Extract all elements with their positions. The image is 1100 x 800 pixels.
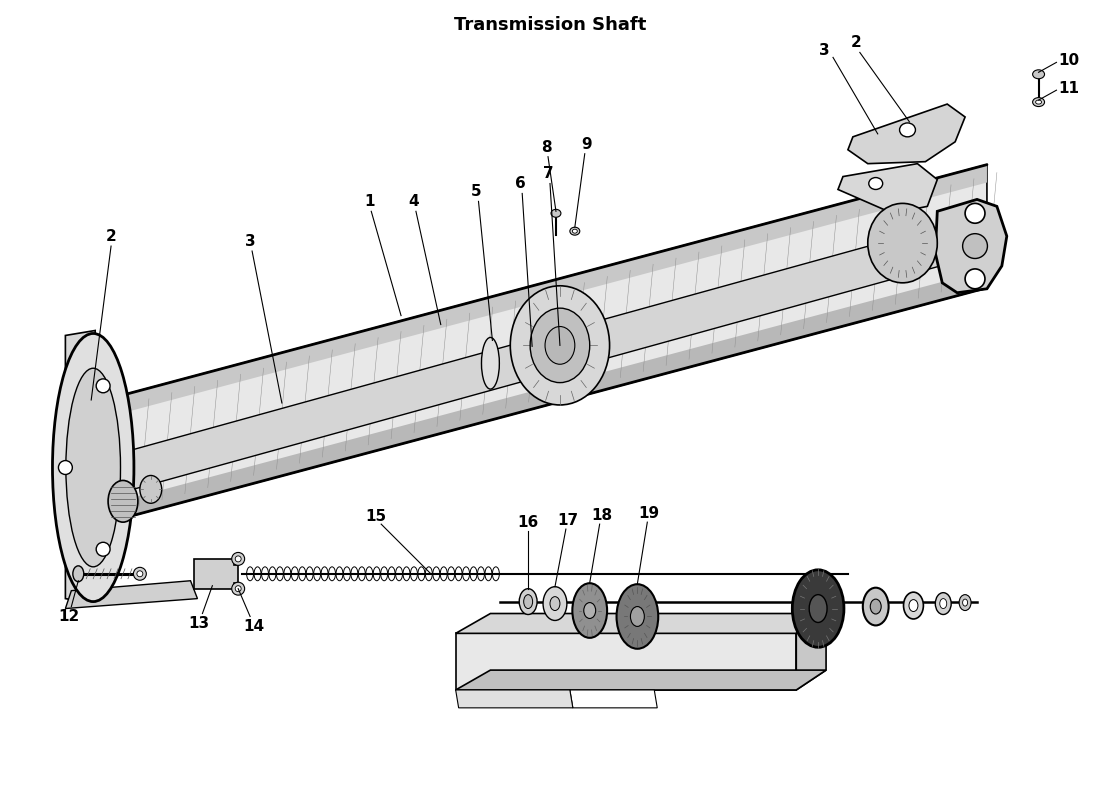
Ellipse shape (572, 229, 578, 233)
Ellipse shape (1035, 100, 1042, 104)
Ellipse shape (959, 594, 971, 610)
Polygon shape (455, 634, 796, 690)
Text: 14: 14 (243, 619, 265, 634)
Ellipse shape (53, 334, 134, 602)
Ellipse shape (524, 327, 537, 370)
Text: 8: 8 (541, 140, 551, 155)
Text: 3: 3 (245, 234, 255, 249)
Ellipse shape (96, 542, 110, 556)
Ellipse shape (530, 308, 590, 382)
Ellipse shape (544, 326, 575, 364)
Text: 2: 2 (106, 229, 117, 244)
Text: 6: 6 (515, 176, 526, 191)
Ellipse shape (1033, 70, 1045, 78)
Ellipse shape (909, 600, 917, 611)
Ellipse shape (630, 606, 645, 626)
Ellipse shape (510, 286, 609, 405)
Ellipse shape (939, 598, 947, 609)
Text: 5: 5 (471, 184, 482, 199)
Ellipse shape (133, 567, 146, 580)
Text: 19: 19 (639, 506, 660, 521)
Polygon shape (133, 214, 987, 490)
Polygon shape (935, 199, 1006, 293)
Ellipse shape (108, 481, 138, 522)
Ellipse shape (862, 588, 889, 626)
Text: 7: 7 (542, 166, 553, 181)
Ellipse shape (235, 586, 241, 592)
Text: 13: 13 (188, 616, 209, 631)
Ellipse shape (616, 584, 658, 649)
Text: 11: 11 (1058, 81, 1079, 96)
Ellipse shape (584, 602, 596, 618)
Ellipse shape (550, 597, 560, 610)
Ellipse shape (965, 269, 985, 289)
Text: 1: 1 (364, 194, 374, 209)
Text: 9: 9 (582, 138, 592, 152)
Polygon shape (65, 330, 96, 603)
Ellipse shape (232, 582, 244, 595)
Ellipse shape (792, 570, 844, 647)
Ellipse shape (572, 583, 607, 638)
Polygon shape (796, 614, 826, 690)
Text: 10: 10 (1058, 53, 1079, 68)
Ellipse shape (136, 571, 143, 577)
Text: 17: 17 (558, 513, 579, 528)
Polygon shape (455, 614, 826, 634)
Polygon shape (195, 559, 239, 589)
Ellipse shape (870, 599, 881, 614)
Ellipse shape (868, 203, 937, 283)
Ellipse shape (519, 589, 537, 614)
Polygon shape (455, 690, 573, 708)
Ellipse shape (551, 210, 561, 218)
Text: 18: 18 (591, 508, 613, 522)
Ellipse shape (66, 368, 121, 567)
Text: Transmission Shaft: Transmission Shaft (454, 16, 646, 34)
Ellipse shape (962, 234, 988, 258)
Polygon shape (94, 165, 987, 526)
Text: 12: 12 (58, 609, 80, 624)
Polygon shape (455, 670, 826, 690)
Polygon shape (94, 270, 987, 526)
Ellipse shape (58, 461, 73, 474)
Ellipse shape (482, 338, 499, 389)
Polygon shape (838, 164, 937, 214)
Text: 15: 15 (365, 509, 387, 524)
Ellipse shape (869, 178, 882, 190)
Ellipse shape (235, 556, 241, 562)
Ellipse shape (96, 379, 110, 393)
Ellipse shape (965, 203, 985, 223)
Ellipse shape (1033, 98, 1045, 106)
Text: 2: 2 (850, 35, 861, 50)
Ellipse shape (900, 123, 915, 137)
Ellipse shape (140, 475, 162, 503)
Polygon shape (94, 165, 987, 421)
Polygon shape (65, 581, 198, 609)
Ellipse shape (570, 227, 580, 235)
Ellipse shape (810, 594, 827, 622)
Text: 16: 16 (517, 514, 539, 530)
Text: 3: 3 (818, 43, 829, 58)
Ellipse shape (524, 594, 532, 609)
Ellipse shape (232, 553, 244, 566)
Ellipse shape (543, 586, 566, 621)
Ellipse shape (962, 599, 968, 606)
Text: 4: 4 (408, 194, 419, 209)
Polygon shape (848, 104, 965, 164)
Ellipse shape (903, 592, 923, 619)
Ellipse shape (73, 566, 84, 582)
Ellipse shape (935, 593, 952, 614)
Polygon shape (570, 690, 658, 708)
